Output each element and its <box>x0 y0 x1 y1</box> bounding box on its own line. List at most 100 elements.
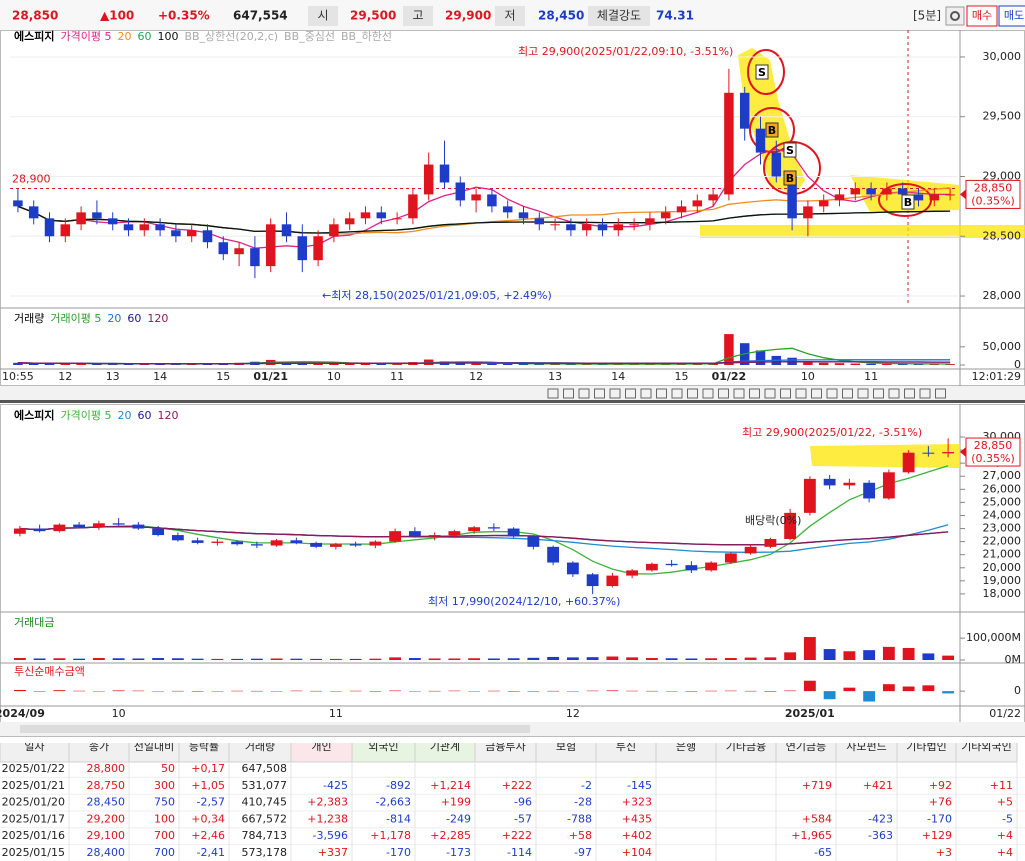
header-label: 개인 <box>311 740 331 753</box>
circle-mark <box>747 49 785 95</box>
moving-average <box>17 148 951 249</box>
legend-item: BB_중심선 <box>284 30 335 43</box>
period-button[interactable]: [5분] <box>913 9 941 23</box>
rate: +0.35% <box>158 9 210 23</box>
sell-button[interactable] <box>998 5 1025 27</box>
bar <box>645 658 658 660</box>
y-tick-label: 24,000 <box>983 508 1022 521</box>
panel-title: 투신순매수금액 <box>14 665 85 678</box>
bar <box>28 363 39 365</box>
table-cell: 531,077 <box>242 779 288 792</box>
bar <box>922 653 935 660</box>
label-box <box>308 6 338 26</box>
table-cell: -57 <box>514 812 532 825</box>
table-cell: 2025/01/22 <box>2 762 65 775</box>
table-cell: 28,800 <box>87 762 126 775</box>
bar <box>823 691 836 700</box>
bar <box>507 658 520 660</box>
candle-body <box>392 218 402 220</box>
bar <box>945 364 955 365</box>
bar <box>139 363 150 365</box>
table-cell: +222 <box>502 829 532 842</box>
x-tick-label: 11 <box>329 707 343 720</box>
volume: 647,554 <box>233 9 288 23</box>
bar <box>428 658 441 660</box>
candle-body <box>581 224 592 231</box>
toolbar-icon <box>749 388 760 399</box>
settings-icon <box>950 11 960 21</box>
candle-body <box>606 575 619 587</box>
header-label: 외국인 <box>368 740 398 753</box>
table-cell: +1,214 <box>430 779 471 792</box>
x-tick-label: 15 <box>675 370 689 383</box>
candle-body <box>132 524 145 529</box>
scroll-thumb[interactable] <box>20 725 530 733</box>
bar <box>53 690 66 692</box>
bar <box>13 362 23 365</box>
legend-item: 20 <box>117 30 131 43</box>
candle-body <box>171 230 181 237</box>
x-tick-label: 2025/01 <box>785 707 835 720</box>
toolbar-icon <box>919 388 931 399</box>
candle-body <box>423 164 434 195</box>
table-cell: 28,750 <box>87 779 126 792</box>
signal-label: S <box>758 66 766 79</box>
bar <box>665 691 678 692</box>
candle-body <box>744 546 757 554</box>
candle-body <box>823 478 836 486</box>
legend-item: 120 <box>157 409 178 422</box>
toolbar-icon <box>656 388 667 399</box>
settings-button[interactable] <box>945 6 965 26</box>
circle-mark <box>749 107 795 153</box>
candle-body <box>487 194 497 207</box>
candle-body <box>626 570 639 576</box>
bar <box>448 690 461 692</box>
bar <box>92 658 105 660</box>
x-tick-label: 11 <box>390 370 404 383</box>
table-cell: +337 <box>318 846 348 859</box>
buy-label: 매수 <box>972 9 992 22</box>
x-tick-label: 15 <box>216 370 230 383</box>
bar <box>376 363 387 365</box>
candle-body <box>866 188 876 195</box>
table-cell: 300 <box>154 779 175 792</box>
bar <box>527 657 540 660</box>
signal-box <box>901 194 915 210</box>
candle-body <box>507 528 520 537</box>
signal-box <box>765 122 779 138</box>
label-box <box>495 6 525 26</box>
header-label: 은행 <box>676 740 696 753</box>
table-cell: +1,05 <box>191 779 225 792</box>
table-cell: 784,713 <box>242 829 288 842</box>
bar <box>455 362 466 365</box>
buy-button[interactable] <box>966 5 998 27</box>
candle-body <box>191 540 204 543</box>
bar <box>882 646 895 660</box>
last-rate: (0.35%) <box>971 452 1015 465</box>
bar <box>685 691 698 692</box>
table-cell: -170 <box>927 812 952 825</box>
date-label: 01/22 <box>989 707 1021 720</box>
y-tick-label: 21,000 <box>983 548 1022 561</box>
header-label: 거래량 <box>245 740 275 753</box>
candle-body <box>218 242 229 255</box>
table-cell: 2025/01/20 <box>2 796 65 809</box>
toolbar-icon <box>888 388 900 399</box>
table-cell: -788 <box>567 812 592 825</box>
bar <box>566 657 579 660</box>
x-tick-label: 10:55 <box>2 370 34 383</box>
candle-body <box>882 472 895 499</box>
bar <box>73 658 86 660</box>
table-cell: -249 <box>446 812 471 825</box>
candle-body <box>597 224 608 231</box>
bar <box>349 690 362 692</box>
bar <box>803 361 813 365</box>
y-tick-label: 0M <box>1005 653 1022 666</box>
table-cell: -363 <box>868 829 893 842</box>
bar <box>468 691 481 692</box>
toolbar-icon <box>857 388 869 399</box>
candle-body <box>784 512 797 539</box>
bar <box>882 684 895 692</box>
bar <box>626 657 639 660</box>
